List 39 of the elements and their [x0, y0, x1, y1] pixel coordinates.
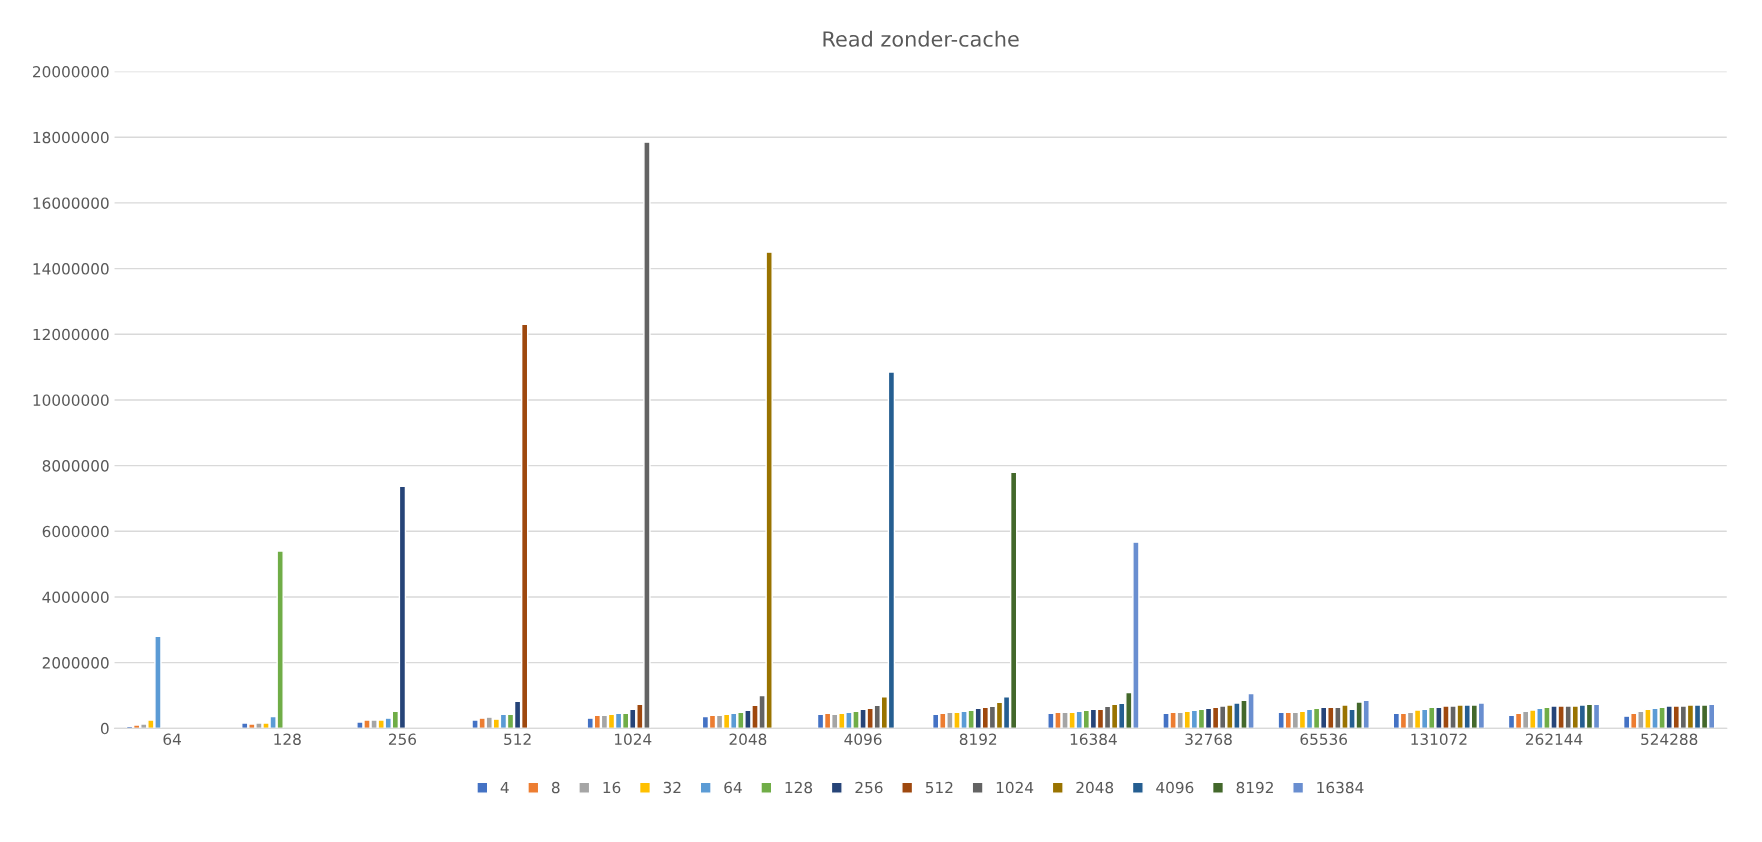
legend-label: 128 [785, 781, 813, 794]
legend-label: 512 [925, 781, 953, 794]
legend-label: 16 [603, 781, 621, 794]
x-tick-label: 64 [163, 733, 181, 746]
x-tick-label: 32768 [1185, 733, 1232, 746]
y-tick-label: 20000000 [33, 66, 109, 78]
legend-label: 8 [551, 781, 560, 794]
legend-label: 16384 [1317, 781, 1364, 794]
y-tick-label: 0 [100, 722, 109, 735]
x-tick-label: 1024 [614, 733, 652, 746]
legend-label: 8192 [1236, 781, 1273, 794]
legend-label: 1024 [996, 781, 1034, 794]
y-tick-label: 12000000 [33, 328, 109, 341]
x-tick-label: 2048 [729, 733, 767, 746]
chart-title: Read zonder-cache [823, 30, 1019, 47]
y-tick-label: 2000000 [42, 657, 109, 669]
x-tick-label: 8192 [959, 733, 997, 746]
x-tick-label: 256 [388, 733, 417, 746]
x-tick-label: 65536 [1300, 733, 1348, 746]
legend-label: 4096 [1156, 781, 1194, 794]
x-tick-label: 4096 [844, 733, 882, 746]
legend-label: 256 [855, 781, 883, 794]
y-tick-label: 10000000 [33, 394, 109, 406]
x-tick-label: 128 [274, 733, 301, 746]
legend-label: 4 [500, 781, 509, 794]
y-tick-label: 14000000 [33, 263, 109, 275]
x-tick-label: 16384 [1070, 733, 1117, 746]
y-tick-label: 4000000 [42, 591, 109, 603]
x-tick-label: 262144 [1525, 733, 1583, 746]
y-tick-label: 8000000 [42, 460, 109, 472]
legend-label: 64 [724, 781, 742, 794]
legend-label: 2048 [1076, 781, 1114, 794]
legend-label: 32 [663, 781, 681, 794]
y-tick-label: 6000000 [42, 525, 109, 538]
x-tick-label: 131072 [1411, 733, 1467, 746]
x-tick-label: 512 [504, 733, 531, 746]
x-tick-label: 524288 [1641, 733, 1698, 746]
y-tick-label: 18000000 [33, 131, 109, 144]
y-tick-label: 16000000 [33, 197, 109, 209]
